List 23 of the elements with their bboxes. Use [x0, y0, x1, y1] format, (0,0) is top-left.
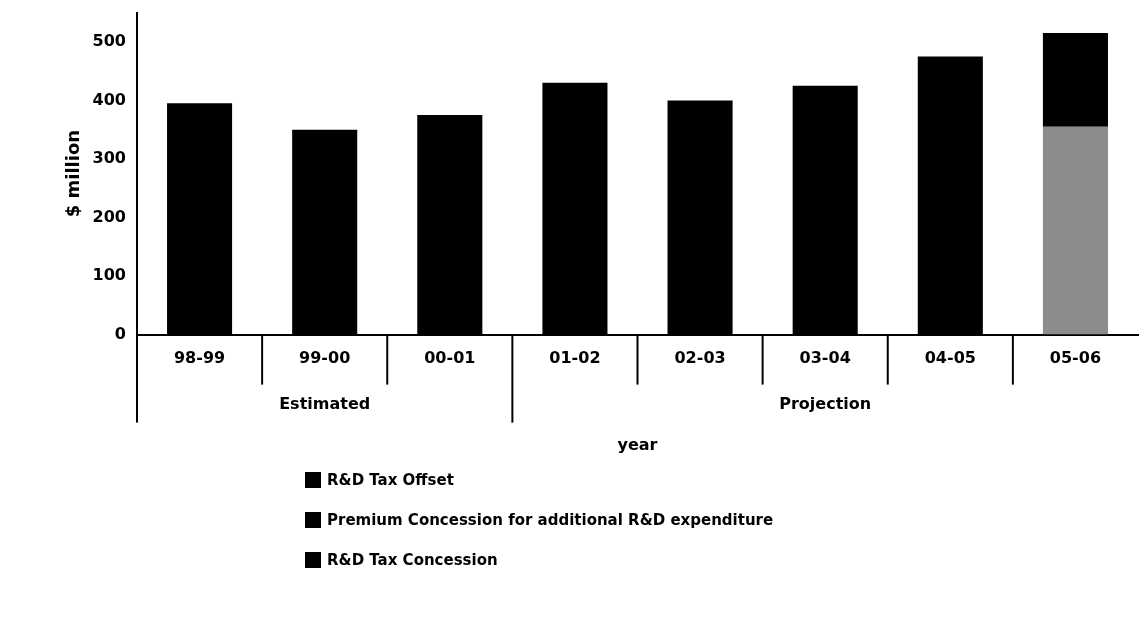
legend-label: Premium Concession for additional R&D expenditure — [327, 511, 774, 529]
x-tick-label: 00-01 — [424, 348, 476, 368]
bar — [1042, 126, 1108, 335]
legend-label: R&D Tax Concession — [327, 551, 498, 569]
y-tick-label: 100 — [92, 265, 126, 285]
legend-label: R&D Tax Offset — [327, 471, 454, 489]
x-axis-title: year — [617, 434, 658, 454]
x-tick-label: 98-99 — [173, 348, 226, 368]
x-tick-label: 01-02 — [549, 348, 601, 368]
y-tick-label: 400 — [92, 89, 126, 109]
y-axis-title: $ million — [62, 129, 84, 218]
y-tick-label: 200 — [92, 206, 126, 226]
y-tick-label: 300 — [92, 148, 126, 168]
y-tick-label: 500 — [92, 31, 126, 51]
x-tick-label: 04-05 — [924, 348, 976, 368]
x-tick-label: 02-03 — [674, 348, 726, 368]
x-tick-label: 05-06 — [1049, 348, 1102, 368]
x-tick-label: 99-00 — [299, 348, 351, 368]
text: Estimated — [279, 393, 371, 413]
x-tick-label: 03-04 — [799, 348, 851, 368]
text: Projection — [779, 393, 872, 413]
y-tick-label: 0 — [114, 323, 126, 343]
bar — [1042, 33, 1108, 127]
